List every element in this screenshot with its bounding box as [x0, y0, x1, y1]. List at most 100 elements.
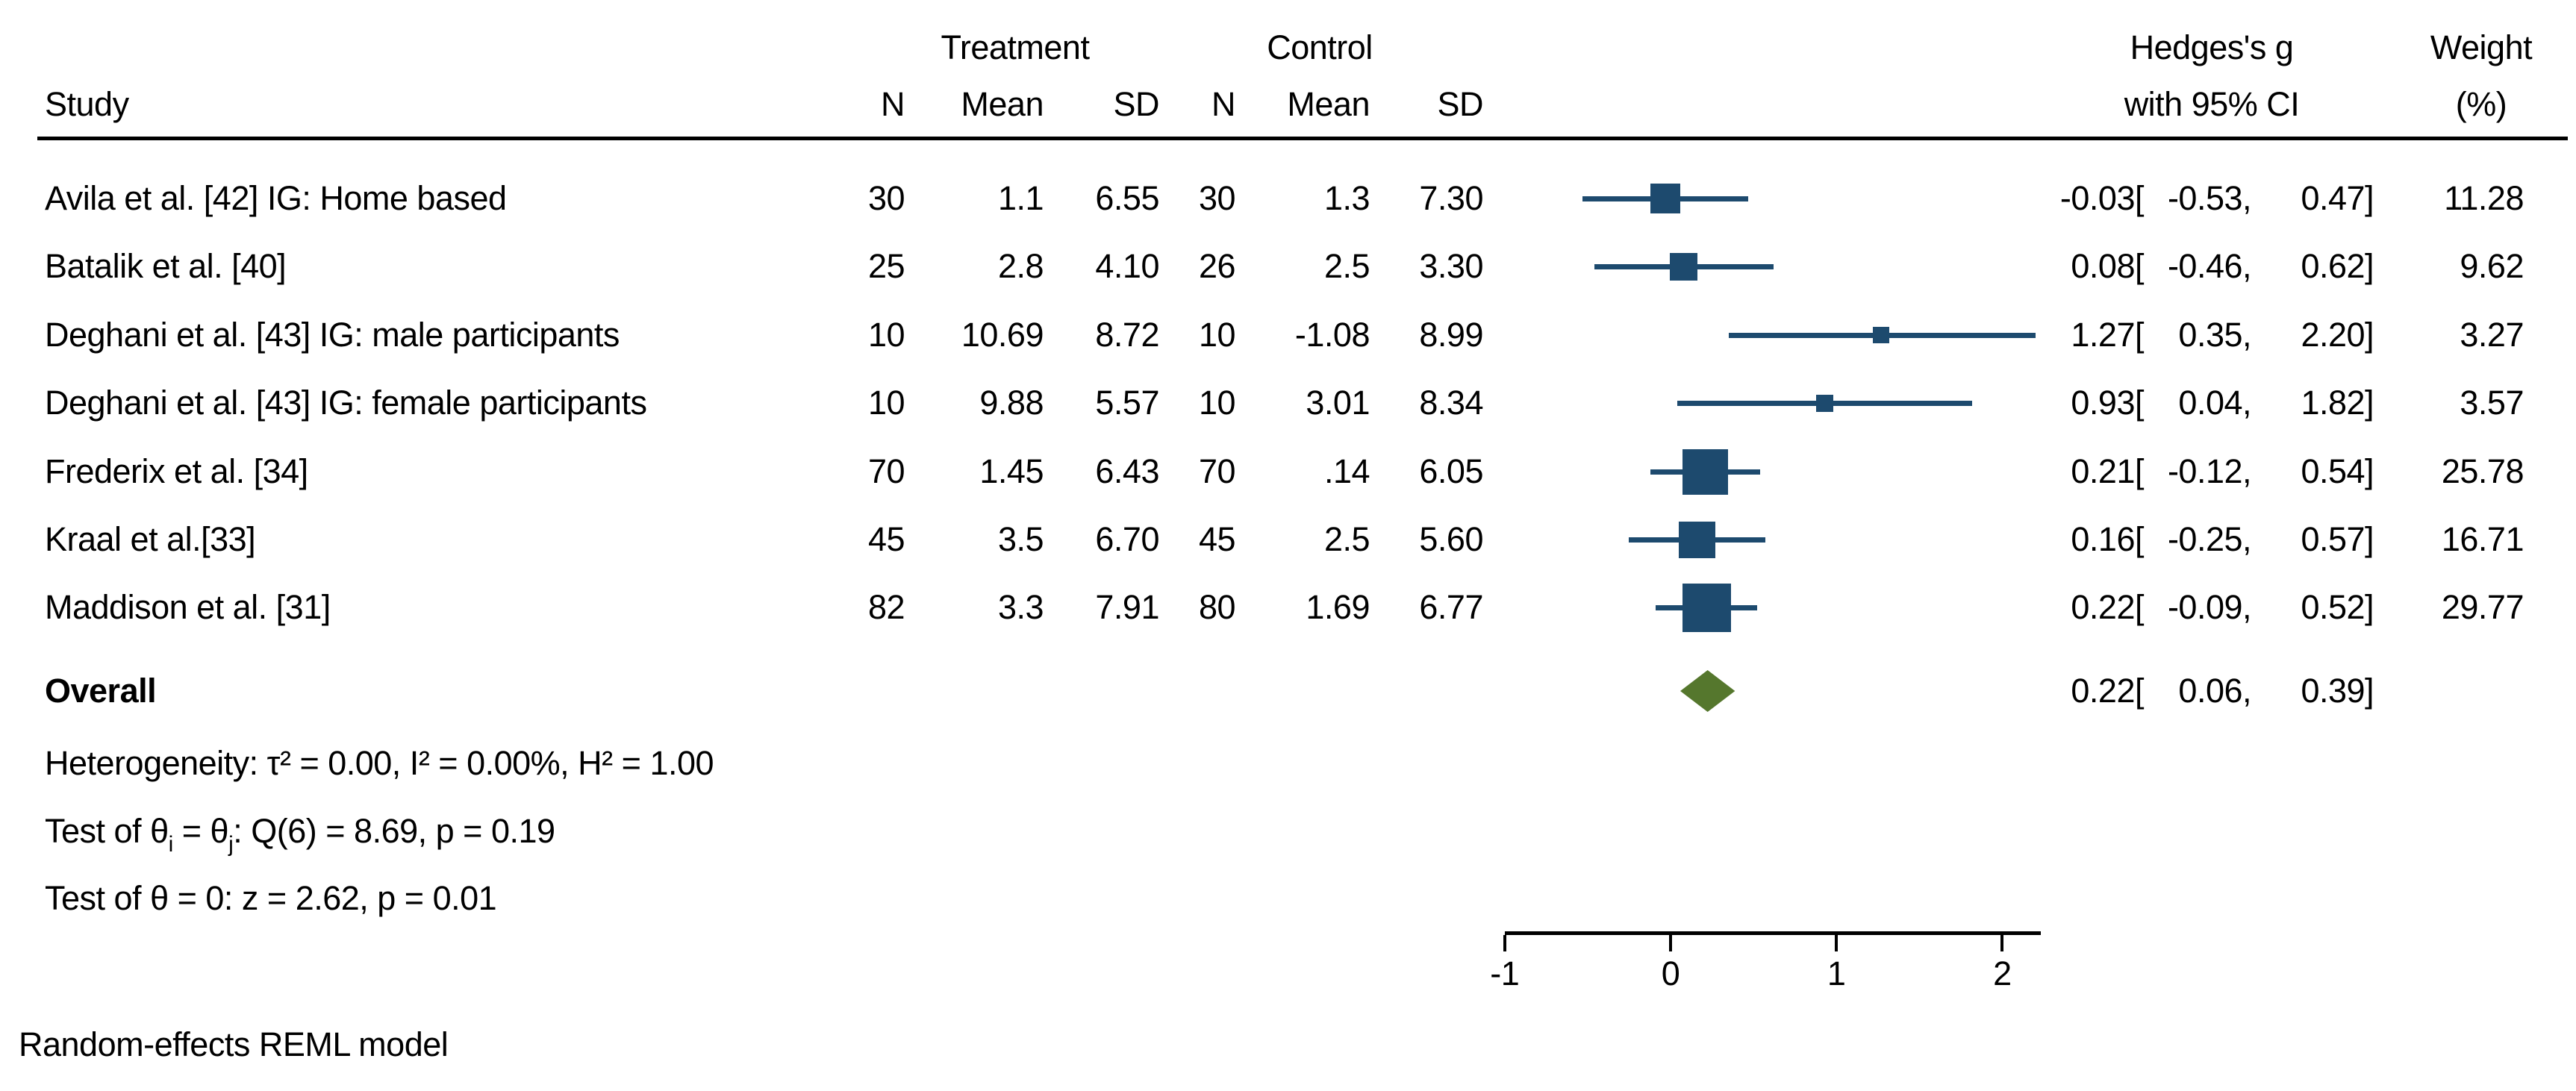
treatment-mean-cell: 1.1	[997, 179, 1044, 217]
treatment-sd-cell: 6.70	[1095, 520, 1159, 558]
treatment-n-cell: 30	[867, 179, 905, 217]
effect-ci-text: 1.27 [ 0.35 , 2.20 ]	[2038, 301, 2396, 369]
ci-separator: ,	[2242, 588, 2252, 626]
bracket-close: ]	[2365, 520, 2374, 558]
x-tick-label: 2	[1993, 954, 2012, 992]
bracket-close: ]	[2365, 247, 2374, 285]
treatment-n-cell: 10	[867, 384, 905, 422]
bracket-close: ]	[2365, 588, 2374, 626]
study-row: Avila et al. [42] IG: Home based 30 1.1 …	[0, 165, 2576, 232]
study-row: Deghani et al. [43] IG: male participant…	[0, 301, 2576, 369]
effect-header-line1: Hedges's g	[2130, 28, 2294, 66]
treatment-sd-cell: 6.43	[1095, 452, 1159, 490]
effect-square	[1682, 448, 1729, 495]
treatment-sd-cell: 7.91	[1095, 588, 1159, 626]
theta-sub-i: i	[168, 832, 174, 857]
effect-estimate: 0.16	[2071, 520, 2135, 558]
ci-high: 1.82	[2301, 384, 2366, 422]
ci-low: 0.35	[2178, 316, 2243, 354]
effect-estimate: 0.08	[2071, 247, 2135, 285]
ci-high: 0.57	[2301, 520, 2366, 558]
control-mean-cell: 2.5	[1323, 520, 1370, 558]
effect-ci-text: 0.16 [ -0.25 , 0.57 ]	[2038, 506, 2396, 573]
ci-separator: ,	[2242, 384, 2252, 422]
treatment-mean-cell: 10.69	[961, 316, 1044, 354]
theta-sub-j: j	[228, 832, 234, 857]
treatment-sd-cell: 6.55	[1095, 179, 1159, 217]
control-n-cell: 30	[1198, 179, 1236, 217]
zero-test-stats: Test of θ = 0: z = 2.62, p = 0.01	[45, 879, 497, 917]
control-sd-header: SD	[1437, 85, 1483, 123]
x-tick-label: -1	[1490, 954, 1520, 992]
study-row: Maddison et al. [31] 82 3.3 7.91 80 1.69…	[0, 574, 2576, 641]
effect-ci-text: 0.21 [ -0.12 , 0.54 ]	[2038, 438, 2396, 505]
control-n-cell: 70	[1198, 452, 1236, 490]
treatment-sd-cell: 4.10	[1095, 247, 1159, 285]
bracket-open: [	[2135, 384, 2145, 422]
weight-cell: 16.71	[2441, 520, 2524, 558]
x-tick-label: 1	[1827, 954, 1846, 992]
bracket-open: [	[2135, 247, 2145, 285]
treatment-mean-cell: 9.88	[979, 384, 1044, 422]
control-n-cell: 80	[1198, 588, 1236, 626]
ci-high: 0.62	[2301, 247, 2366, 285]
bracket-close: ]	[2365, 672, 2374, 710]
bracket-open: [	[2135, 672, 2145, 710]
study-row: Deghani et al. [43] IG: female participa…	[0, 369, 2576, 437]
control-sd-cell: 8.34	[1419, 384, 1483, 422]
group-test-post: : Q(6) = 8.69, p = 0.19	[233, 812, 555, 850]
control-mean-cell: 1.69	[1306, 588, 1370, 626]
overall-ci-text: 0.22 [ 0.06 , 0.39 ]	[2038, 657, 2396, 725]
control-sd-cell: 6.05	[1419, 452, 1483, 490]
treatment-mean-cell: 2.8	[997, 247, 1044, 285]
control-sd-cell: 3.30	[1419, 247, 1483, 285]
x-tick	[1669, 935, 1672, 951]
study-label: Batalik et al. [40]	[45, 247, 287, 285]
ci-separator: ,	[2242, 452, 2252, 490]
x-tick	[2000, 935, 2004, 951]
effect-square	[1650, 184, 1681, 213]
ci-low: -0.09	[2167, 588, 2243, 626]
study-label: Frederix et al. [34]	[45, 452, 308, 490]
treatment-n-cell: 25	[867, 247, 905, 285]
study-row: Kraal et al.[33] 45 3.5 6.70 45 2.5 5.60…	[0, 506, 2576, 573]
weight-cell: 3.27	[2460, 316, 2524, 354]
bracket-close: ]	[2365, 179, 2374, 217]
control-n-header: N	[1211, 85, 1236, 123]
control-n-cell: 10	[1198, 316, 1236, 354]
bracket-close: ]	[2365, 384, 2374, 422]
study-label: Maddison et al. [31]	[45, 588, 331, 626]
ci-high: 0.54	[2301, 452, 2366, 490]
effect-square	[1670, 252, 1698, 281]
effect-ci-text: 0.08 [ -0.46 , 0.62 ]	[2038, 233, 2396, 300]
ci-separator: ,	[2242, 316, 2252, 354]
study-column-header: Study	[45, 85, 129, 123]
treatment-mean-cell: 3.3	[997, 588, 1044, 626]
effect-estimate: 0.21	[2071, 452, 2135, 490]
ci-separator: ,	[2242, 179, 2252, 217]
control-n-cell: 26	[1198, 247, 1236, 285]
control-mean-header: Mean	[1287, 85, 1370, 123]
effect-estimate: 0.22	[2071, 588, 2135, 626]
bracket-close: ]	[2365, 316, 2374, 354]
bracket-open: [	[2135, 588, 2145, 626]
treatment-mean-header: Mean	[961, 85, 1044, 123]
x-tick	[1503, 935, 1506, 951]
header-rule	[37, 137, 2568, 140]
treatment-n-cell: 82	[867, 588, 905, 626]
bracket-open: [	[2135, 179, 2145, 217]
x-tick-label: 0	[1661, 954, 1680, 992]
effect-ci-text: 0.93 [ 0.04 , 1.82 ]	[2038, 369, 2396, 437]
overall-diamond	[1680, 670, 1735, 712]
effect-estimate: 1.27	[2071, 316, 2135, 354]
ci-separator: ,	[2242, 247, 2252, 285]
bracket-open: [	[2135, 452, 2145, 490]
model-footnote: Random-effects REML model	[19, 1025, 449, 1063]
study-label: Avila et al. [42] IG: Home based	[45, 179, 507, 217]
weight-cell: 29.77	[2441, 588, 2524, 626]
effect-ci-text: 0.22 [ -0.09 , 0.52 ]	[2038, 574, 2396, 641]
ci-low: -0.53	[2167, 179, 2243, 217]
